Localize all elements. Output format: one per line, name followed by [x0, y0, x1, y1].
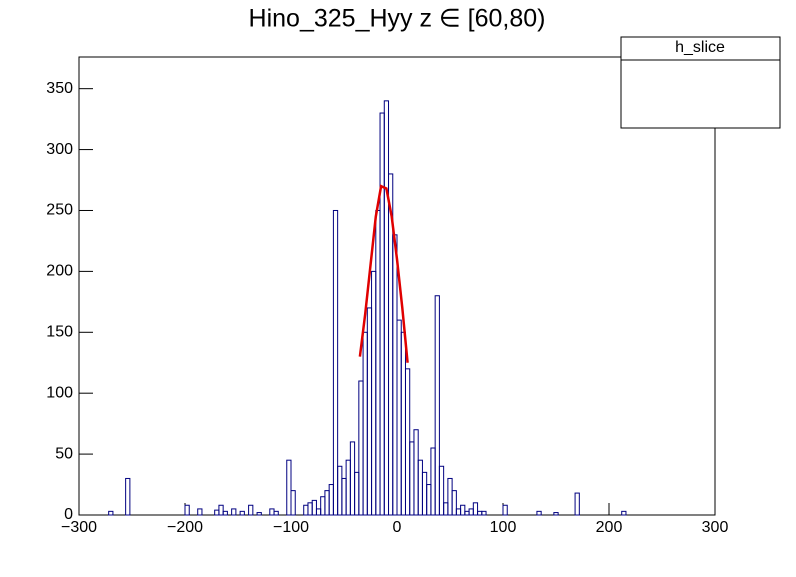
histogram-bin — [218, 504, 224, 516]
y-tick-label: 150 — [46, 324, 73, 341]
stats-box: h_slice — [620, 36, 781, 129]
histogram-bin — [108, 510, 114, 516]
histogram-bin — [502, 504, 508, 516]
histogram-bin — [472, 502, 479, 516]
y-tick-label: 250 — [46, 202, 73, 219]
x-tick-label: 200 — [596, 519, 623, 536]
histogram-bin — [311, 499, 317, 516]
histogram-bin — [248, 504, 254, 516]
stats-title: h_slice — [675, 39, 725, 56]
histogram-bin — [481, 510, 487, 516]
histogram-bin — [286, 459, 292, 516]
histogram-bin — [451, 490, 457, 516]
histogram-bin — [273, 510, 279, 516]
histogram-bin — [460, 504, 466, 516]
chart-title: Hino_325_Hyy z ∈ [60,80) — [249, 5, 546, 33]
histogram-bin — [125, 477, 131, 516]
histogram-bin — [332, 209, 339, 516]
y-tick-label: 350 — [46, 80, 73, 97]
y-tick-label: 300 — [46, 141, 73, 158]
histogram-bin — [222, 510, 228, 516]
y-tick-label: 100 — [46, 384, 73, 401]
histogram-bin — [438, 465, 445, 516]
x-tick-label: 300 — [702, 519, 729, 536]
histogram-bin — [434, 295, 440, 516]
histogram-bin — [184, 504, 190, 516]
x-tick-label: −200 — [167, 519, 203, 536]
histogram-bin — [553, 512, 559, 516]
histogram-bin — [290, 490, 296, 516]
histogram-bin — [197, 508, 203, 516]
x-tick-label: −100 — [273, 519, 309, 536]
x-tick-label: 100 — [490, 519, 517, 536]
histogram-bin — [536, 510, 542, 516]
histogram-bin — [256, 512, 262, 516]
y-tick-label: 50 — [55, 445, 73, 462]
histogram-bin — [574, 492, 580, 516]
y-tick-label: 0 — [64, 506, 73, 523]
x-tick-label: 0 — [393, 519, 402, 536]
stats-frame — [620, 36, 781, 129]
y-tick-label: 200 — [46, 263, 73, 280]
histogram-bin — [231, 508, 237, 516]
histogram-bin — [239, 510, 245, 516]
x-tick-label: −300 — [61, 519, 97, 536]
fit-curve — [358, 184, 409, 363]
histogram-bin — [621, 510, 627, 516]
